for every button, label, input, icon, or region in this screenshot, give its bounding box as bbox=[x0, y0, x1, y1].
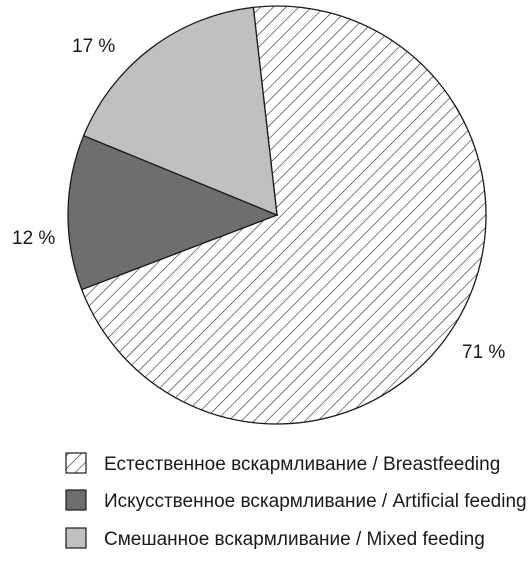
slice-label-artificial: 12 % bbox=[12, 228, 55, 249]
legend-label-artificial: Искусственное вскармливание / Artificial… bbox=[104, 491, 527, 512]
legend-label-breastfeeding: Естественное вскармливание / Breastfeedi… bbox=[104, 454, 500, 475]
legend-swatch-artificial bbox=[65, 489, 87, 511]
legend: Естественное вскармливание / Breastfeedi… bbox=[65, 452, 527, 550]
legend-swatch-mixed bbox=[65, 527, 87, 549]
pie-slices bbox=[67, 5, 487, 425]
slice-label-mixed: 17 % bbox=[72, 36, 115, 57]
legend-item-breastfeeding: Естественное вскармливание / Breastfeedi… bbox=[65, 452, 500, 475]
legend-item-artificial: Искусственное вскармливание / Artificial… bbox=[65, 489, 527, 512]
legend-swatch-breastfeeding bbox=[65, 452, 87, 474]
legend-item-mixed: Смешанное вскармливание / Mixed feeding bbox=[65, 527, 485, 550]
pie-slice-artificial bbox=[67, 134, 279, 291]
legend-label-mixed: Смешанное вскармливание / Mixed feeding bbox=[104, 529, 485, 550]
slice-label-breastfeeding: 71 % bbox=[462, 342, 505, 363]
pie-slice-breastfeeding bbox=[80, 5, 487, 425]
pie-slice-mixed bbox=[82, 6, 278, 217]
